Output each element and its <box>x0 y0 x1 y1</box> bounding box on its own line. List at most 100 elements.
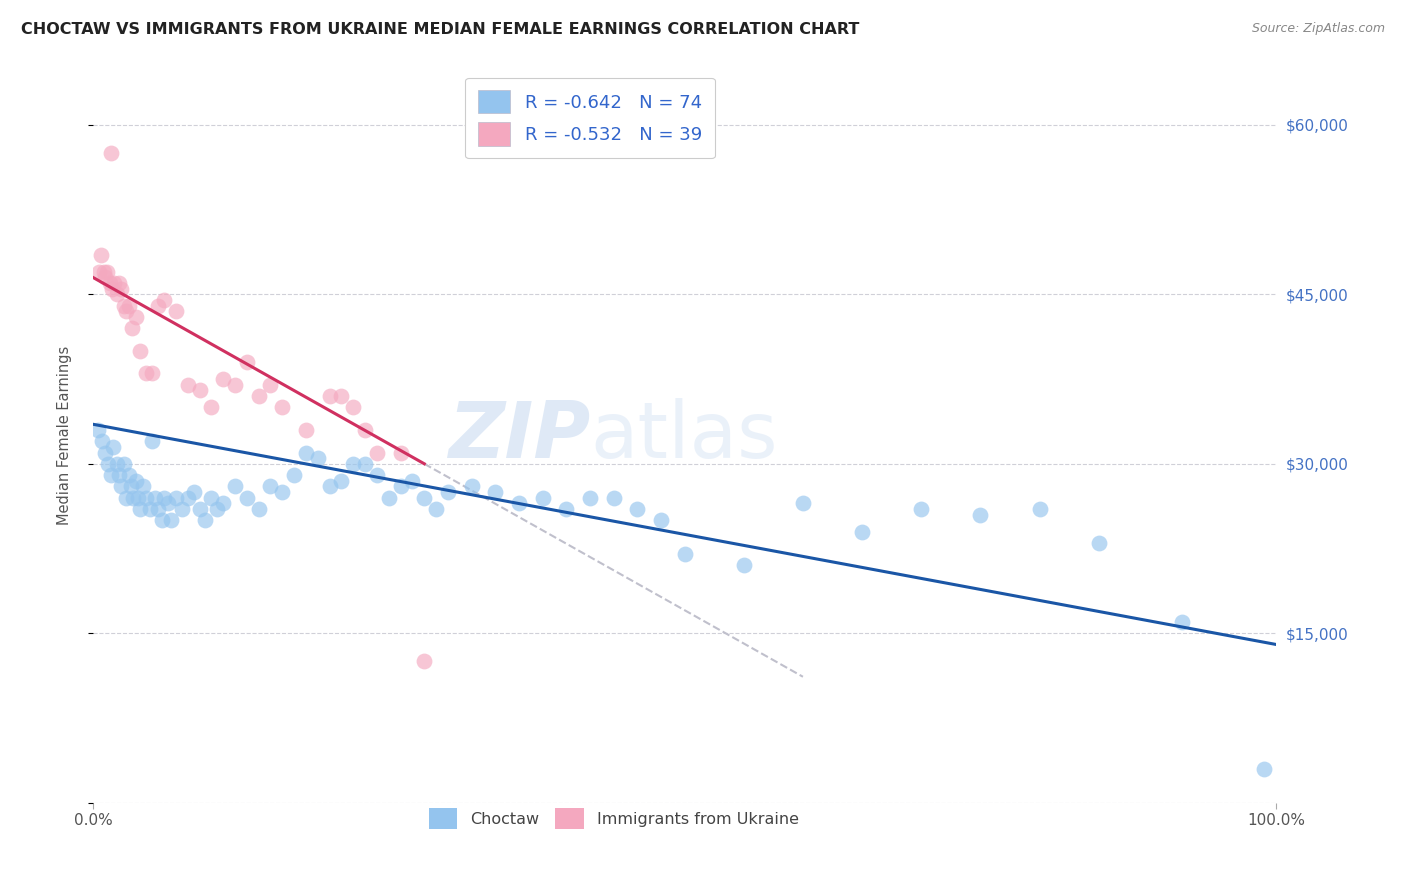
Point <box>602 491 624 505</box>
Point <box>207 502 229 516</box>
Point <box>110 479 132 493</box>
Point <box>97 457 120 471</box>
Point <box>295 423 318 437</box>
Point <box>212 496 235 510</box>
Point <box>200 401 222 415</box>
Point <box>1253 762 1275 776</box>
Point <box>733 558 755 573</box>
Point <box>122 491 145 505</box>
Point <box>247 502 270 516</box>
Point <box>101 282 124 296</box>
Point <box>851 524 873 539</box>
Point <box>354 457 377 471</box>
Point <box>508 496 530 510</box>
Point <box>112 457 135 471</box>
Point <box>101 440 124 454</box>
Point <box>212 372 235 386</box>
Point <box>283 468 305 483</box>
Point <box>112 299 135 313</box>
Point <box>247 389 270 403</box>
Y-axis label: Median Female Earnings: Median Female Earnings <box>58 346 72 525</box>
Point <box>127 491 149 505</box>
Point <box>271 485 294 500</box>
Point <box>354 423 377 437</box>
Point <box>1170 615 1192 629</box>
Point <box>378 491 401 505</box>
Point <box>271 401 294 415</box>
Point <box>318 479 340 493</box>
Point <box>143 491 166 505</box>
Point <box>103 276 125 290</box>
Point <box>110 282 132 296</box>
Point <box>579 491 602 505</box>
Point <box>342 457 364 471</box>
Point <box>131 479 153 493</box>
Point <box>170 502 193 516</box>
Point <box>108 468 131 483</box>
Point <box>342 401 364 415</box>
Point <box>100 468 122 483</box>
Point <box>105 457 128 471</box>
Point <box>90 248 112 262</box>
Point <box>153 491 176 505</box>
Point <box>156 496 179 510</box>
Point <box>176 491 198 505</box>
Point <box>910 502 932 516</box>
Point <box>389 479 412 493</box>
Text: atlas: atlas <box>591 398 778 474</box>
Point <box>460 479 482 493</box>
Point <box>165 304 187 318</box>
Legend: Choctaw, Immigrants from Ukraine: Choctaw, Immigrants from Ukraine <box>422 802 806 835</box>
Point <box>135 367 157 381</box>
Point <box>194 513 217 527</box>
Point <box>121 321 143 335</box>
Text: ZIP: ZIP <box>447 398 591 474</box>
Point <box>188 384 211 398</box>
Point <box>330 389 353 403</box>
Point <box>146 299 169 313</box>
Point <box>91 434 114 449</box>
Point <box>146 502 169 516</box>
Point <box>425 502 447 516</box>
Point <box>117 468 139 483</box>
Point <box>295 445 318 459</box>
Point <box>330 474 353 488</box>
Point <box>318 389 340 403</box>
Point <box>389 445 412 459</box>
Point <box>93 265 115 279</box>
Point <box>183 485 205 500</box>
Point <box>531 491 554 505</box>
Point <box>165 491 187 505</box>
Point <box>100 146 122 161</box>
Point <box>120 479 142 493</box>
Point <box>115 304 138 318</box>
Point <box>401 474 423 488</box>
Point <box>236 491 259 505</box>
Point <box>236 355 259 369</box>
Point <box>129 343 152 358</box>
Point <box>117 299 139 313</box>
Point <box>969 508 991 522</box>
Point <box>176 377 198 392</box>
Point <box>413 655 436 669</box>
Point <box>1028 502 1050 516</box>
Point <box>141 434 163 449</box>
Point <box>437 485 460 500</box>
Point <box>139 502 162 516</box>
Point <box>555 502 578 516</box>
Point <box>124 310 146 324</box>
Point <box>650 513 672 527</box>
Point <box>1087 536 1109 550</box>
Point <box>366 468 388 483</box>
Point <box>94 270 117 285</box>
Point <box>105 287 128 301</box>
Point <box>673 547 696 561</box>
Point <box>94 445 117 459</box>
Point <box>413 491 436 505</box>
Point <box>259 377 281 392</box>
Point <box>307 451 329 466</box>
Point <box>87 423 110 437</box>
Point <box>115 491 138 505</box>
Point <box>96 265 118 279</box>
Point <box>792 496 814 510</box>
